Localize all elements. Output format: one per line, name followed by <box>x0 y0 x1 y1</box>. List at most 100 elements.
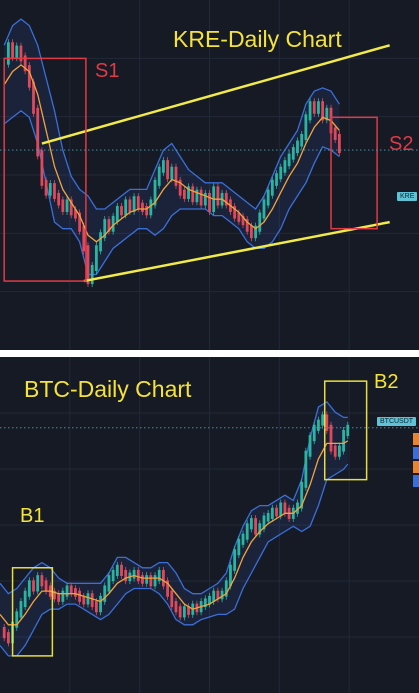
kre-candle <box>321 101 325 121</box>
panel-divider <box>0 350 419 357</box>
btc-candle <box>241 533 245 545</box>
btc-candle <box>78 590 82 602</box>
kre-candle <box>111 215 115 232</box>
btc-zone-label-b2: B2 <box>374 371 399 393</box>
btc-candle <box>94 601 98 613</box>
btc-candle <box>342 429 345 452</box>
kre-candle <box>99 232 102 252</box>
btc-side-marker <box>413 433 419 445</box>
kre-candle <box>94 245 98 271</box>
btc-candle <box>90 593 94 608</box>
btc-candle <box>254 518 257 535</box>
kre-ma-line <box>3 64 340 243</box>
btc-candle <box>124 569 128 582</box>
btc-candle <box>312 424 316 442</box>
btc-candle <box>15 611 19 628</box>
kre-candle <box>182 189 186 199</box>
btc-candle <box>69 585 73 595</box>
btc-candle <box>224 580 228 597</box>
btc-candle <box>321 414 325 426</box>
btc-candle <box>296 502 299 514</box>
kre-candle <box>296 140 299 154</box>
kre-candle <box>128 199 132 213</box>
btc-candle <box>132 569 136 579</box>
kre-band-fill <box>4 19 340 275</box>
kre-candle <box>141 202 144 213</box>
btc-candle <box>304 450 308 488</box>
kre-candle <box>224 192 228 206</box>
kre-trendline-upper <box>41 44 391 145</box>
btc-candle <box>178 606 182 618</box>
kre-candle <box>233 206 237 219</box>
btc-candle <box>153 575 157 587</box>
kre-candle <box>195 189 199 203</box>
btc-band-lower <box>0 463 349 657</box>
btc-candle <box>162 569 165 587</box>
btc-band-fill <box>0 401 348 656</box>
kre-candle <box>145 206 149 216</box>
btc-candle <box>275 507 278 517</box>
btc-candle <box>174 601 178 613</box>
kre-candle <box>82 225 86 252</box>
btc-candle <box>233 549 237 571</box>
kre-candle <box>337 133 341 154</box>
btc-candle <box>107 575 111 592</box>
kre-candle <box>90 264 94 285</box>
btc-candle <box>6 632 10 644</box>
kre-candle <box>132 196 136 213</box>
btc-chart-title: BTC-Daily Chart <box>24 376 192 402</box>
kre-candle <box>153 179 157 206</box>
kre-chart-title: KRE-Daily Chart <box>173 26 342 52</box>
kre-candle <box>11 42 14 59</box>
kre-candle <box>32 81 35 114</box>
kre-candle <box>203 192 207 206</box>
kre-candle <box>178 179 182 196</box>
kre-candle <box>36 107 40 157</box>
kre-candle <box>300 133 304 147</box>
btc-candle <box>74 588 77 597</box>
btc-candle <box>270 507 274 519</box>
btc-candle <box>141 575 144 584</box>
btc-candle <box>170 590 174 608</box>
btc-candle <box>157 569 161 582</box>
kre-candle <box>174 166 178 186</box>
kre-zone-box-s1 <box>3 57 87 282</box>
kre-candle <box>191 186 195 203</box>
btc-candle <box>283 502 287 514</box>
kre-candle <box>162 160 165 173</box>
btc-candle <box>120 564 123 576</box>
btc-candle <box>40 575 44 587</box>
kre-candle <box>107 219 111 232</box>
btc-chart <box>0 357 419 693</box>
btc-candle <box>317 419 320 431</box>
kre-candle <box>40 150 44 186</box>
btc-candle <box>53 590 56 600</box>
kre-candle <box>86 245 90 285</box>
btc-candle <box>220 590 224 600</box>
btc-candle <box>2 626 6 639</box>
kre-trendline-lower <box>83 220 390 283</box>
btc-candle <box>203 598 207 608</box>
btc-candle <box>166 580 169 597</box>
kre-candle <box>333 127 337 140</box>
kre-band-upper <box>3 18 340 210</box>
kre-candle <box>241 215 245 226</box>
kre-candle <box>124 199 128 216</box>
kre-candle <box>237 212 241 222</box>
kre-candle <box>254 225 257 239</box>
btc-candle <box>32 580 35 592</box>
btc-candle <box>333 445 337 457</box>
kre-zone-box-s2 <box>330 116 378 230</box>
btc-candle <box>23 590 27 608</box>
btc-candle <box>57 593 61 602</box>
btc-candle <box>27 580 31 597</box>
btc-candle <box>99 595 102 613</box>
kre-candle <box>103 219 107 239</box>
kre-candle <box>275 173 278 186</box>
btc-candle <box>308 435 312 457</box>
btc-candle <box>44 580 48 592</box>
btc-ticker-badge: BTCUSDT <box>377 417 417 426</box>
btc-candle <box>266 512 270 522</box>
btc-candle <box>182 606 186 618</box>
kre-candle <box>136 196 140 209</box>
